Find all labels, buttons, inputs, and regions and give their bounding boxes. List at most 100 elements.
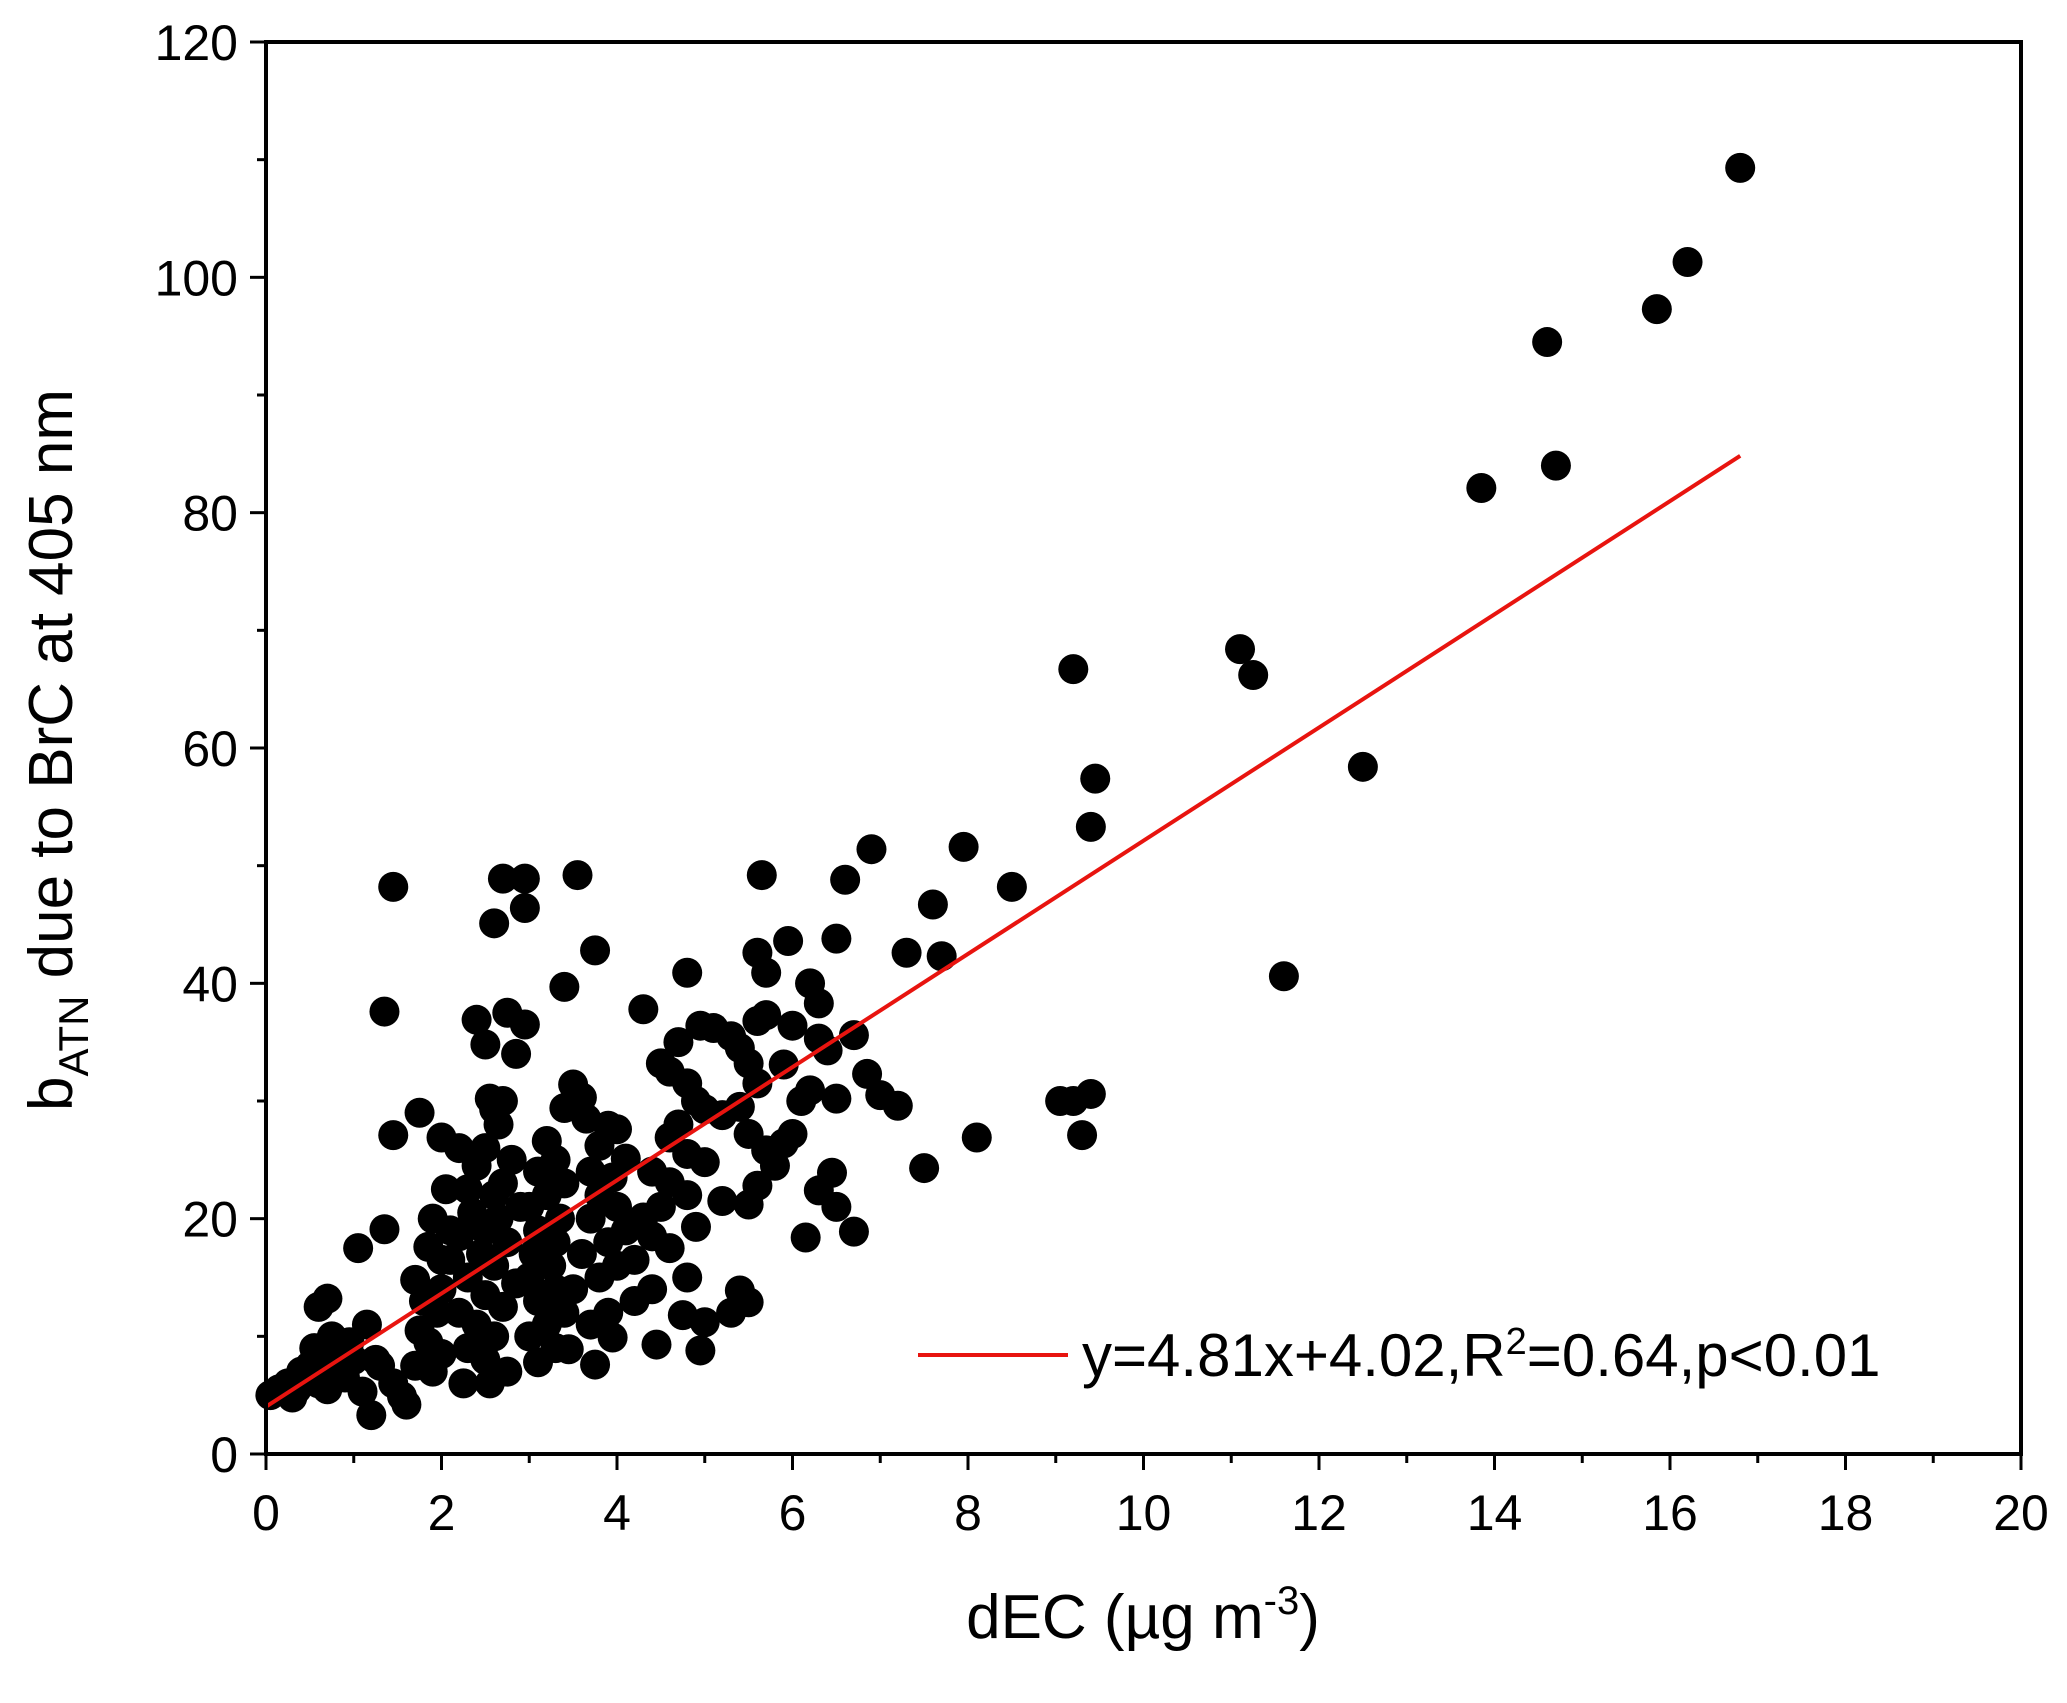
data-point [404, 1097, 435, 1128]
data-point [277, 1382, 308, 1413]
data-point [909, 1153, 940, 1184]
data-point [821, 1191, 852, 1222]
x-tick-label: 18 [1818, 1485, 1874, 1541]
data-point [566, 1238, 597, 1269]
data-point [255, 1380, 286, 1411]
data-point [501, 1038, 532, 1069]
y-tick-label: 80 [182, 486, 238, 542]
data-point [751, 1000, 782, 1031]
data-point [1075, 811, 1106, 842]
data-point [663, 1027, 694, 1058]
data-point [1672, 247, 1703, 278]
data-point [549, 971, 580, 1002]
data-point [523, 1286, 554, 1317]
data-point [628, 994, 659, 1025]
data-point [435, 1215, 466, 1246]
data-point [786, 1086, 817, 1116]
data-point [536, 1250, 567, 1281]
data-point [593, 1227, 624, 1258]
data-point [777, 1010, 808, 1041]
data-point [838, 1020, 869, 1051]
data-point [689, 1147, 720, 1178]
data-point [452, 1174, 483, 1205]
data-point [496, 1144, 527, 1175]
data-point [865, 1080, 896, 1111]
data-point [597, 1322, 628, 1353]
data-point [360, 1344, 391, 1375]
data-point [672, 957, 703, 988]
y-tick-label: 20 [182, 1192, 238, 1248]
data-point [369, 996, 400, 1027]
data-point [1067, 1120, 1098, 1151]
data-point [509, 1009, 540, 1040]
data-point [479, 908, 510, 939]
data-point [707, 1186, 738, 1217]
data-point [742, 1068, 773, 1099]
data-point [1725, 152, 1756, 183]
data-point [1347, 751, 1378, 782]
regression-line [264, 454, 1742, 1409]
data-point [356, 1400, 387, 1431]
data-point [803, 988, 834, 1019]
x-tick-label: 2 [428, 1485, 456, 1541]
data-point [584, 1130, 615, 1161]
data-point [470, 1344, 501, 1375]
x-tick-label: 8 [954, 1485, 982, 1541]
y-tick-label: 100 [155, 250, 238, 306]
data-point [891, 937, 922, 968]
data-point [1238, 660, 1269, 691]
data-point [1466, 472, 1497, 503]
data-point [996, 871, 1027, 902]
x-tick-label: 0 [252, 1485, 280, 1541]
data-point [856, 834, 887, 865]
data-point [1080, 763, 1111, 794]
data-point [430, 1174, 461, 1205]
data-point [343, 1233, 374, 1264]
data-point [492, 1227, 523, 1258]
data-point [948, 831, 979, 862]
data-point [672, 1262, 703, 1293]
legend: y=4.81x+4.02,R2=0.64,p<0.01 [918, 1321, 1880, 1389]
data-point [716, 1297, 747, 1328]
data-point [575, 1203, 606, 1234]
data-point [685, 1335, 716, 1366]
data-point [917, 889, 948, 920]
x-tick-label: 12 [1291, 1485, 1347, 1541]
data-point [378, 871, 409, 902]
data-point [790, 1222, 821, 1253]
data-point [619, 1286, 650, 1317]
data-point [501, 1268, 532, 1299]
data-point [505, 1191, 536, 1222]
data-point [540, 1227, 571, 1258]
data-point [580, 935, 611, 966]
x-tick-label: 6 [779, 1485, 807, 1541]
data-point [1225, 634, 1256, 665]
data-point [654, 1233, 685, 1264]
y-axis-title: bATN due to BrC at 405 nm [17, 389, 97, 1111]
data-point [426, 1244, 457, 1275]
data-point [1532, 327, 1563, 358]
data-point [602, 1191, 632, 1222]
data-point [768, 1049, 799, 1080]
y-tick-label: 120 [155, 15, 238, 71]
data-point [369, 1214, 400, 1245]
data-point [1058, 1086, 1089, 1116]
data-point [773, 925, 804, 956]
data-point [580, 1349, 611, 1380]
data-point [680, 1211, 711, 1242]
data-point [562, 860, 593, 891]
data-point [838, 1216, 869, 1247]
legend-label: y=4.81x+4.02,R2=0.64,p<0.01 [1082, 1321, 1880, 1389]
data-point [474, 1368, 505, 1399]
data-point [575, 1309, 606, 1340]
data-point [523, 1156, 554, 1187]
data-point [926, 941, 957, 972]
data-point [584, 1262, 615, 1293]
data-point [759, 1150, 790, 1181]
data-points [255, 152, 1756, 1431]
data-point [1641, 294, 1672, 325]
data-point [303, 1291, 334, 1322]
data-point [338, 1344, 369, 1375]
data-point [821, 923, 852, 954]
